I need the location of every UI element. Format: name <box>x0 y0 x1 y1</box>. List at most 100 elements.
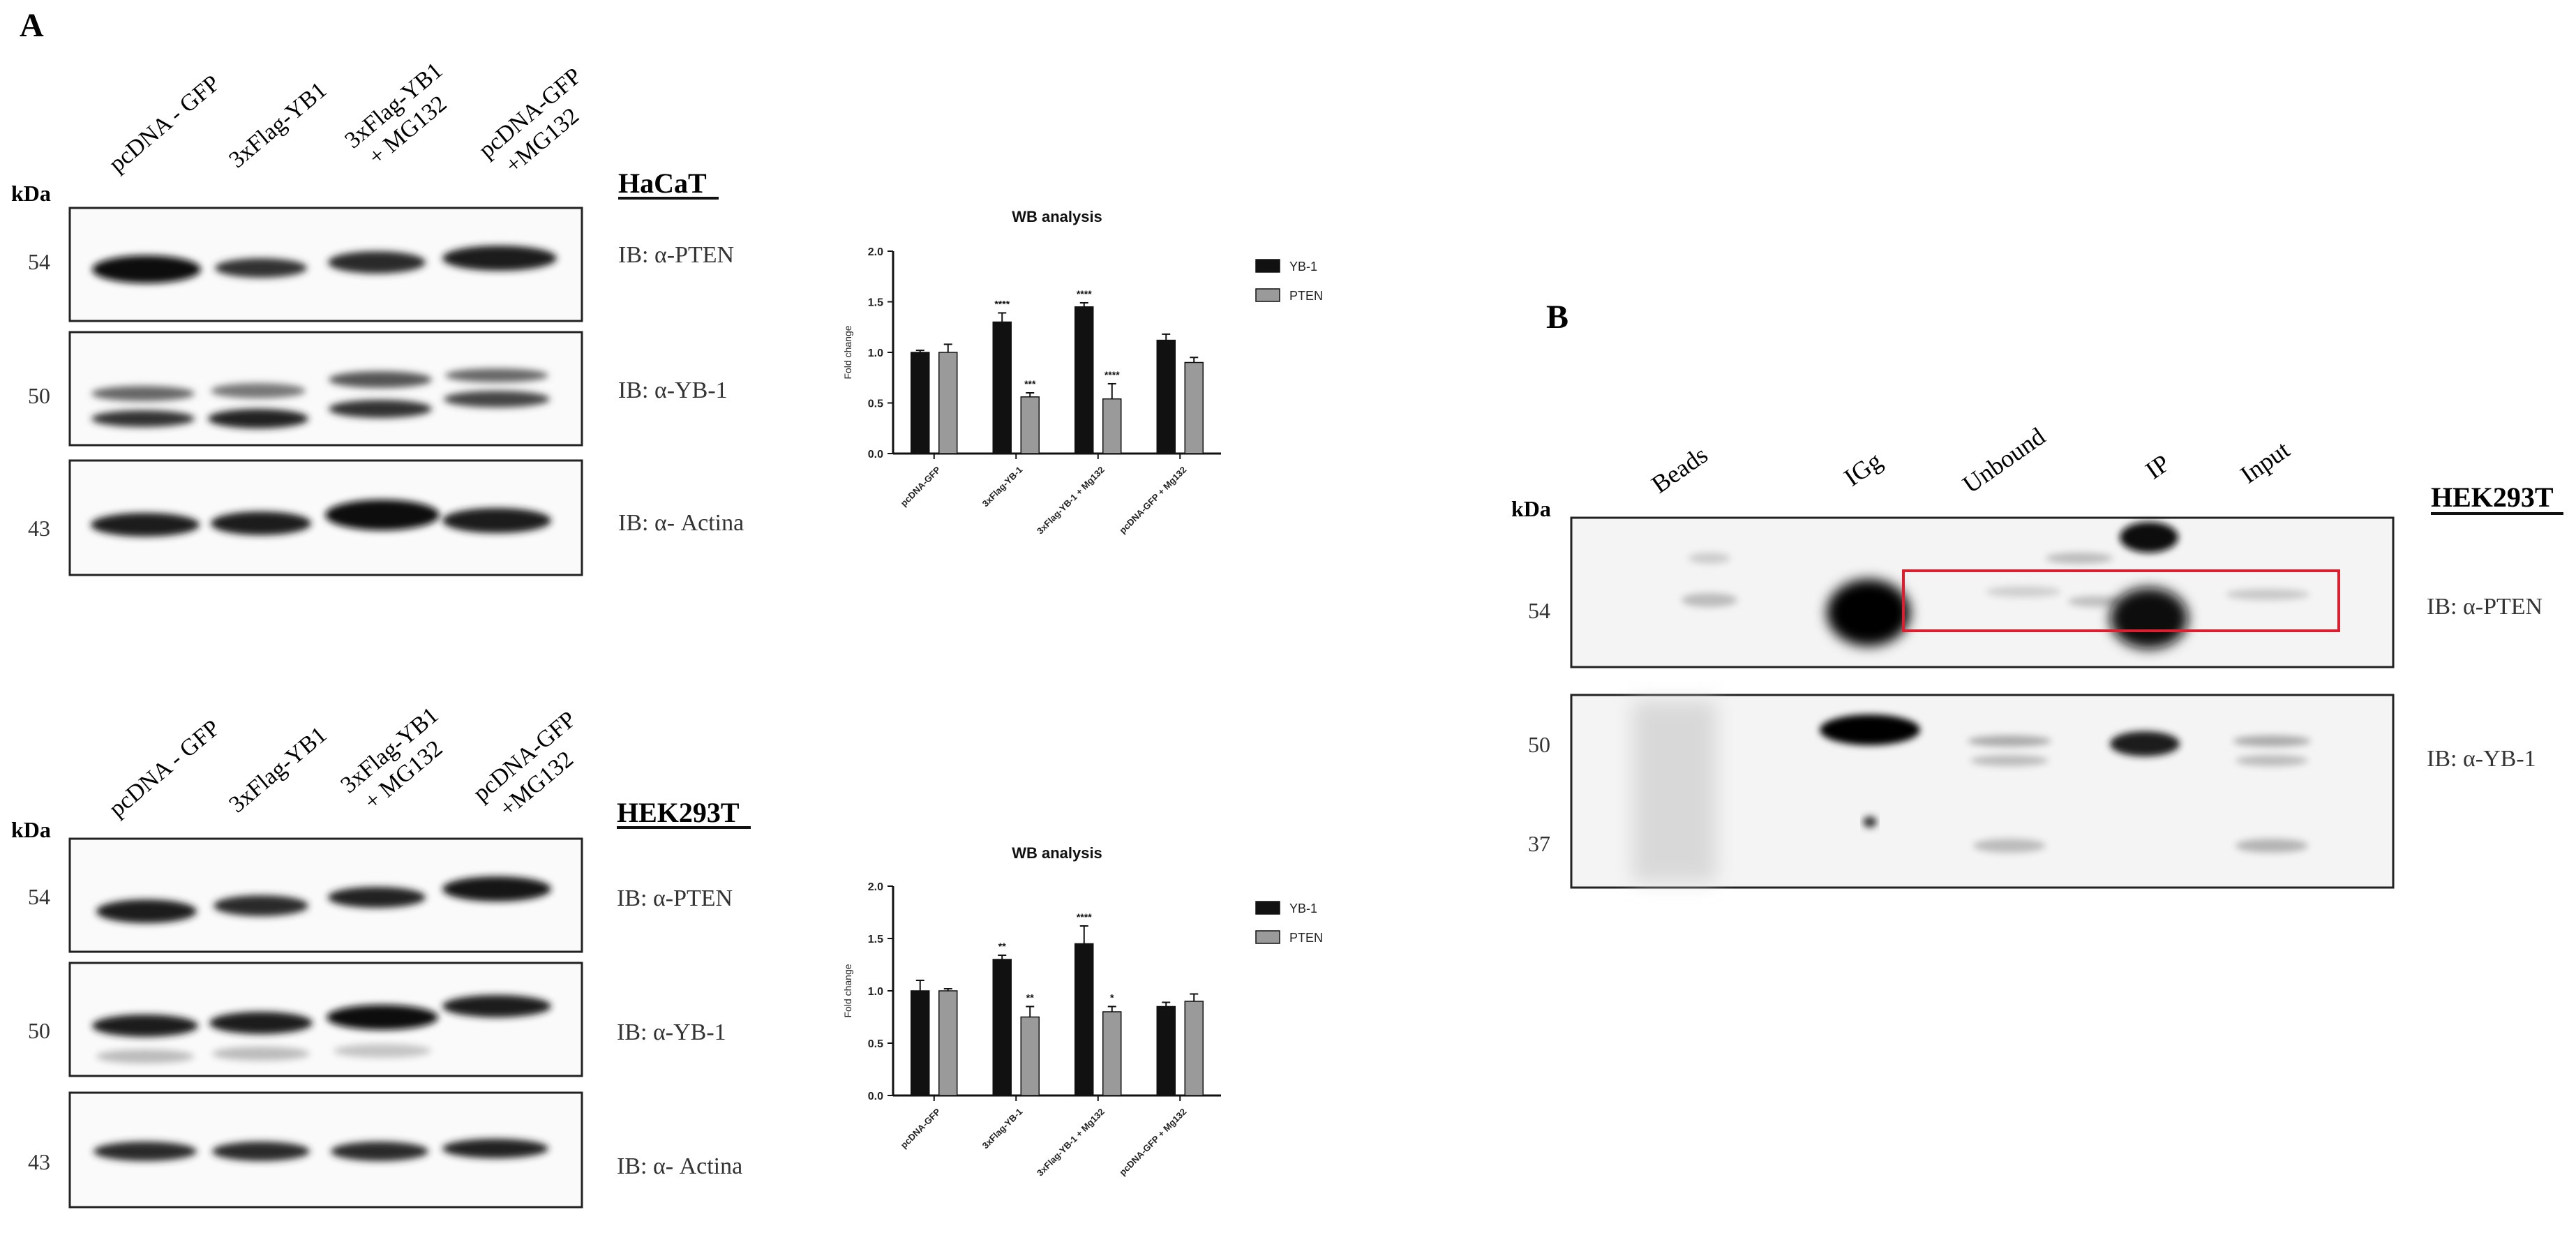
legend-label-pten: PTEN <box>1289 931 1323 945</box>
hacat-blot-actin <box>68 459 583 576</box>
bar-pten <box>1102 398 1122 454</box>
chart-y-tick-label: 2.0 <box>868 246 883 258</box>
bar-pten <box>938 990 958 1096</box>
highlight-box <box>1902 569 2340 632</box>
hacat-marker-54: 54 <box>28 249 50 274</box>
bar-pten <box>1020 1016 1040 1096</box>
hacat-lane-labels: pcDNA - GFP 3xFlag-YB1 3xFlag-YB1 + MG13… <box>104 58 586 179</box>
hek-blot-yb1 <box>68 962 583 1077</box>
chart-y-tick-label: 0.5 <box>868 398 883 410</box>
hacat-kda-label: kDa <box>11 181 51 206</box>
ip-ib-yb1: IB: α-YB-1 <box>2427 746 2536 772</box>
panel-b-kda-label: kDa <box>1511 496 1551 521</box>
bar-pten <box>1184 1001 1204 1096</box>
ip-lane-input: Input <box>2236 435 2295 488</box>
chart-ylabel: Fold change <box>842 964 853 1017</box>
panel-b-label: B <box>1546 299 1568 336</box>
chart-x-tick-label: pcDNA-GFP + Mg132 <box>1117 465 1188 536</box>
hek-marker-43: 43 <box>28 1149 50 1174</box>
legend-label-pten: PTEN <box>1289 289 1323 303</box>
hek-kda-label: kDa <box>11 817 51 842</box>
chart-title: WB analysis <box>1012 844 1102 862</box>
bar-pten <box>938 352 958 454</box>
hacat-ib-pten: IB: α-PTEN <box>618 242 734 268</box>
panel-b-lane-labels: Beads IGg Unbound IP Input <box>1647 422 2295 499</box>
significance-label: **** <box>994 298 1010 309</box>
hek-blot-actin <box>68 1091 583 1209</box>
chart-x-tick-label: pcDNA-GFP <box>899 1106 943 1150</box>
chart-x-tick-label: pcDNA-GFP <box>899 464 943 508</box>
panel-a-label: A <box>20 7 44 44</box>
hek-blot-pten <box>68 837 583 953</box>
ip-blot-pten <box>1570 516 2395 668</box>
ip-ib-pten: IB: α-PTEN <box>2427 594 2543 620</box>
bar-pten <box>1020 396 1040 454</box>
hek-lane-label-1: pcDNA - GFP <box>104 715 225 822</box>
bar-yb-1 <box>992 959 1012 1096</box>
hacat-marker-43: 43 <box>28 516 50 541</box>
hek-marker-54: 54 <box>28 884 50 909</box>
hek-cell-line-title: HEK293T <box>617 797 740 828</box>
wb-chart-hacat: WB analysis Fold change 0.0 0.5 1.0 1.5 2.0 pcD… <box>842 208 1323 536</box>
hacat-ib-actin: IB: α- Actina <box>618 510 744 536</box>
bar-pten <box>1102 1011 1122 1096</box>
hacat-ib-yb1: IB: α-YB-1 <box>618 377 728 403</box>
chart-x-tick-label: 3xFlag-YB-1 + Mg132 <box>1035 1107 1107 1179</box>
significance-label: **** <box>1104 369 1120 380</box>
legend-swatch-yb-1 <box>1255 901 1280 915</box>
bar-yb-1 <box>1156 1005 1176 1096</box>
hacat-lane-label-2: 3xFlag-YB1 <box>224 77 331 174</box>
ip-marker-54: 54 <box>1528 598 1550 623</box>
hek-lane-labels: pcDNA - GFP 3xFlag-YB1 3xFlag-YB1 + MG13… <box>104 703 581 823</box>
legend-swatch-pten <box>1255 288 1280 302</box>
hacat-lane-label-1: pcDNA - GFP <box>104 70 225 177</box>
hacat-blot-pten <box>68 207 583 322</box>
chart-title: WB analysis <box>1012 208 1102 225</box>
ip-lane-igg: IGg <box>1839 447 1887 492</box>
chart-y-tick-label: 0.0 <box>868 449 883 461</box>
chart-x-tick-label: 3xFlag-YB-1 <box>980 1107 1025 1151</box>
hek-ib-yb1: IB: α-YB-1 <box>617 1019 726 1045</box>
legend-swatch-yb-1 <box>1255 259 1280 273</box>
chart-ylabel: Fold change <box>842 325 853 379</box>
bar-yb-1 <box>911 990 930 1096</box>
chart-x-tick-label: 3xFlag-YB-1 <box>980 465 1025 509</box>
panel-b-cell-line-title: HEK293T <box>2431 481 2554 513</box>
significance-label: **** <box>1077 911 1092 922</box>
chart-y-tick-label: 1.0 <box>868 986 883 998</box>
legend-label-yb-1: YB-1 <box>1289 260 1317 274</box>
hacat-blot-yb1 <box>68 331 583 447</box>
chart-y-tick-label: 0.5 <box>868 1038 883 1050</box>
hek-ib-actin: IB: α- Actina <box>617 1153 742 1179</box>
ip-lane-unbound: Unbound <box>1958 422 2051 499</box>
bar-pten <box>1184 361 1204 454</box>
chart-y-tick-label: 1.0 <box>868 347 883 359</box>
hek-marker-50: 50 <box>28 1018 50 1043</box>
chart-x-tick-label: 3xFlag-YB-1 + Mg132 <box>1035 465 1107 537</box>
ip-marker-37: 37 <box>1528 831 1550 856</box>
hek-ib-pten: IB: α-PTEN <box>617 885 733 911</box>
chart-y-tick-label: 2.0 <box>868 881 883 893</box>
chart-y-tick-label: 1.5 <box>868 934 883 945</box>
wb-chart-hek: WB analysis Fold change 0.0 0.5 1.0 1.5 2.0 pcD… <box>842 844 1323 1178</box>
significance-label: * <box>1110 992 1114 1003</box>
ip-marker-50: 50 <box>1528 732 1550 757</box>
significance-label: **** <box>1077 288 1092 299</box>
chart-x-tick-label: pcDNA-GFP + Mg132 <box>1117 1107 1188 1178</box>
bar-yb-1 <box>1074 943 1094 1096</box>
hacat-cell-line-title: HaCaT <box>618 167 707 199</box>
hacat-marker-50: 50 <box>28 383 50 408</box>
ip-lane-ip: IP <box>2141 449 2175 484</box>
hek-lane-label-2: 3xFlag-YB1 <box>224 722 331 818</box>
ip-lane-beads: Beads <box>1647 440 1713 498</box>
legend-label-yb-1: YB-1 <box>1289 902 1317 915</box>
ip-blot-yb1 <box>1570 694 2395 889</box>
bar-yb-1 <box>1156 339 1176 454</box>
bar-yb-1 <box>1074 306 1094 454</box>
chart-y-tick-label: 0.0 <box>868 1091 883 1102</box>
bar-yb-1 <box>992 321 1012 454</box>
significance-label: ** <box>998 941 1006 952</box>
bar-yb-1 <box>911 352 930 454</box>
chart-y-tick-label: 1.5 <box>868 297 883 309</box>
